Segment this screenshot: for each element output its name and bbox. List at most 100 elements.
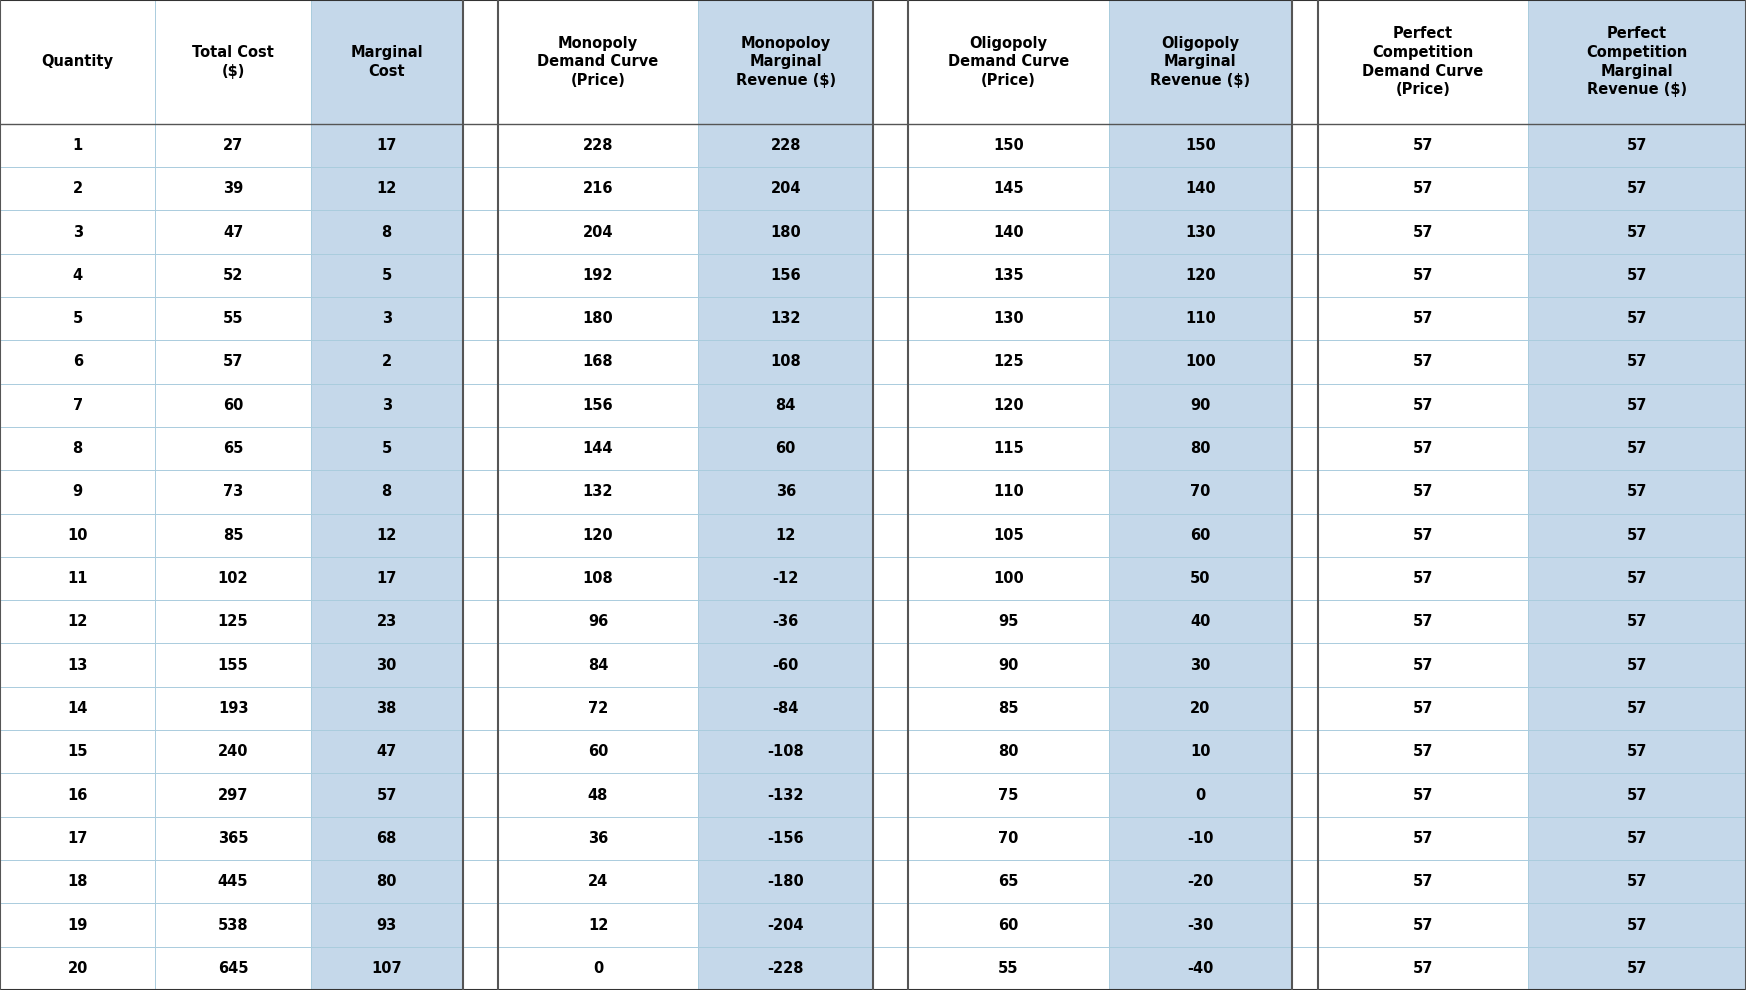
Text: 57: 57 xyxy=(1627,311,1646,326)
Text: 12: 12 xyxy=(775,528,796,543)
Text: 60: 60 xyxy=(999,918,1018,933)
Text: 90: 90 xyxy=(1191,398,1210,413)
Text: 155: 155 xyxy=(218,657,248,672)
Text: 57: 57 xyxy=(223,354,243,369)
Text: Oligopoly
Marginal
Revenue ($): Oligopoly Marginal Revenue ($) xyxy=(1151,36,1250,88)
Text: -228: -228 xyxy=(768,961,803,976)
Text: 107: 107 xyxy=(372,961,402,976)
Bar xyxy=(1528,0,1746,990)
Text: 57: 57 xyxy=(1627,398,1646,413)
Text: 27: 27 xyxy=(223,138,243,152)
Text: 12: 12 xyxy=(377,181,396,196)
Text: 12: 12 xyxy=(68,615,87,630)
Text: 57: 57 xyxy=(1413,918,1433,933)
Text: 23: 23 xyxy=(377,615,396,630)
Text: 445: 445 xyxy=(218,874,248,889)
Text: 8: 8 xyxy=(382,484,391,499)
Text: 57: 57 xyxy=(1413,831,1433,845)
Text: 140: 140 xyxy=(1186,181,1215,196)
Text: 57: 57 xyxy=(1413,615,1433,630)
Text: 3: 3 xyxy=(382,398,391,413)
Text: 73: 73 xyxy=(223,484,243,499)
Text: 57: 57 xyxy=(1627,961,1646,976)
Text: 110: 110 xyxy=(1186,311,1215,326)
Text: Perfect
Competition
Marginal
Revenue ($): Perfect Competition Marginal Revenue ($) xyxy=(1587,27,1687,97)
Text: Quantity: Quantity xyxy=(42,54,113,69)
Text: 57: 57 xyxy=(1627,484,1646,499)
Text: 57: 57 xyxy=(1413,744,1433,759)
Bar xyxy=(908,0,1109,990)
Text: 36: 36 xyxy=(775,484,796,499)
Text: 180: 180 xyxy=(583,311,613,326)
Bar xyxy=(498,0,698,990)
Text: 57: 57 xyxy=(1627,701,1646,716)
Bar xyxy=(1109,0,1292,990)
Bar xyxy=(311,0,463,990)
Text: 57: 57 xyxy=(1627,831,1646,845)
Text: 8: 8 xyxy=(382,225,391,240)
Text: 57: 57 xyxy=(1627,918,1646,933)
Text: 57: 57 xyxy=(1413,398,1433,413)
Text: Perfect
Competition
Demand Curve
(Price): Perfect Competition Demand Curve (Price) xyxy=(1362,27,1484,97)
Text: 216: 216 xyxy=(583,181,613,196)
Text: 193: 193 xyxy=(218,701,248,716)
Text: 19: 19 xyxy=(68,918,87,933)
Text: 3: 3 xyxy=(73,225,82,240)
Text: 84: 84 xyxy=(775,398,796,413)
Text: -30: -30 xyxy=(1187,918,1213,933)
Text: 57: 57 xyxy=(1627,528,1646,543)
Text: Oligopoly
Demand Curve
(Price): Oligopoly Demand Curve (Price) xyxy=(948,36,1069,88)
Text: 84: 84 xyxy=(588,657,608,672)
Text: 102: 102 xyxy=(218,571,248,586)
Text: 96: 96 xyxy=(588,615,608,630)
Text: 57: 57 xyxy=(1413,657,1433,672)
Text: 5: 5 xyxy=(73,311,82,326)
Text: 145: 145 xyxy=(993,181,1023,196)
Text: 365: 365 xyxy=(218,831,248,845)
Text: 1: 1 xyxy=(73,138,82,152)
Text: 100: 100 xyxy=(993,571,1023,586)
Text: 90: 90 xyxy=(999,657,1018,672)
Bar xyxy=(873,0,908,990)
Text: 36: 36 xyxy=(588,831,608,845)
Text: Marginal
Cost: Marginal Cost xyxy=(351,46,423,78)
Text: 30: 30 xyxy=(377,657,396,672)
Text: 57: 57 xyxy=(377,788,396,803)
Text: 70: 70 xyxy=(999,831,1018,845)
Text: 57: 57 xyxy=(1627,657,1646,672)
Text: 55: 55 xyxy=(223,311,243,326)
Text: 115: 115 xyxy=(993,442,1023,456)
Text: 228: 228 xyxy=(583,138,613,152)
Text: 120: 120 xyxy=(1186,268,1215,283)
Text: 4: 4 xyxy=(73,268,82,283)
Text: 48: 48 xyxy=(588,788,608,803)
Text: 18: 18 xyxy=(68,874,87,889)
Text: 80: 80 xyxy=(377,874,396,889)
Text: 20: 20 xyxy=(1191,701,1210,716)
Text: -108: -108 xyxy=(766,744,805,759)
Text: 57: 57 xyxy=(1627,354,1646,369)
Text: -156: -156 xyxy=(768,831,803,845)
Text: 47: 47 xyxy=(223,225,243,240)
Text: 47: 47 xyxy=(377,744,396,759)
Text: 538: 538 xyxy=(218,918,248,933)
Text: -10: -10 xyxy=(1187,831,1213,845)
Text: Total Cost
($): Total Cost ($) xyxy=(192,46,274,78)
Text: 57: 57 xyxy=(1413,354,1433,369)
Text: 57: 57 xyxy=(1627,874,1646,889)
Text: -84: -84 xyxy=(772,701,800,716)
Text: 132: 132 xyxy=(770,311,801,326)
Text: 12: 12 xyxy=(588,918,608,933)
Text: 57: 57 xyxy=(1413,874,1433,889)
Text: 180: 180 xyxy=(770,225,801,240)
Text: 192: 192 xyxy=(583,268,613,283)
Text: 57: 57 xyxy=(1413,311,1433,326)
Text: 57: 57 xyxy=(1627,744,1646,759)
Text: 80: 80 xyxy=(999,744,1018,759)
Bar xyxy=(1292,0,1318,990)
Text: 40: 40 xyxy=(1191,615,1210,630)
Text: 57: 57 xyxy=(1413,961,1433,976)
Text: 204: 204 xyxy=(583,225,613,240)
Text: Monopoloy
Marginal
Revenue ($): Monopoloy Marginal Revenue ($) xyxy=(735,36,836,88)
Text: 57: 57 xyxy=(1627,788,1646,803)
